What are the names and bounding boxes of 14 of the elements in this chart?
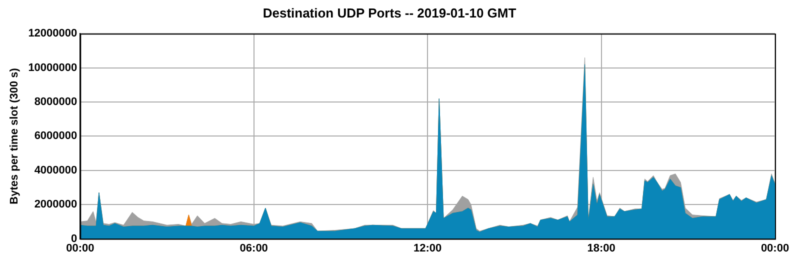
y-tick-label: 0	[71, 232, 78, 245]
y-tick-label: 4000000	[34, 164, 78, 176]
x-tick-label: 00:00	[66, 242, 94, 254]
y-tick-label: 8000000	[34, 96, 78, 108]
x-tick-label: 00:00	[760, 242, 790, 254]
x-tick-label: 06:00	[240, 242, 268, 254]
x-tick-label: 12:00	[414, 242, 442, 254]
y-tick-label: 10000000	[28, 62, 78, 74]
chart-title: Destination UDP Ports -- 2019-01-10 GMT	[262, 5, 516, 20]
y-tick-label: 6000000	[34, 130, 78, 142]
y-axis-title: Bytes per time slot (300 s)	[8, 68, 21, 204]
y-tick-label: 2000000	[34, 198, 78, 211]
y-tick-label: 12000000	[28, 28, 78, 40]
x-tick-label: 18:00	[587, 242, 616, 254]
